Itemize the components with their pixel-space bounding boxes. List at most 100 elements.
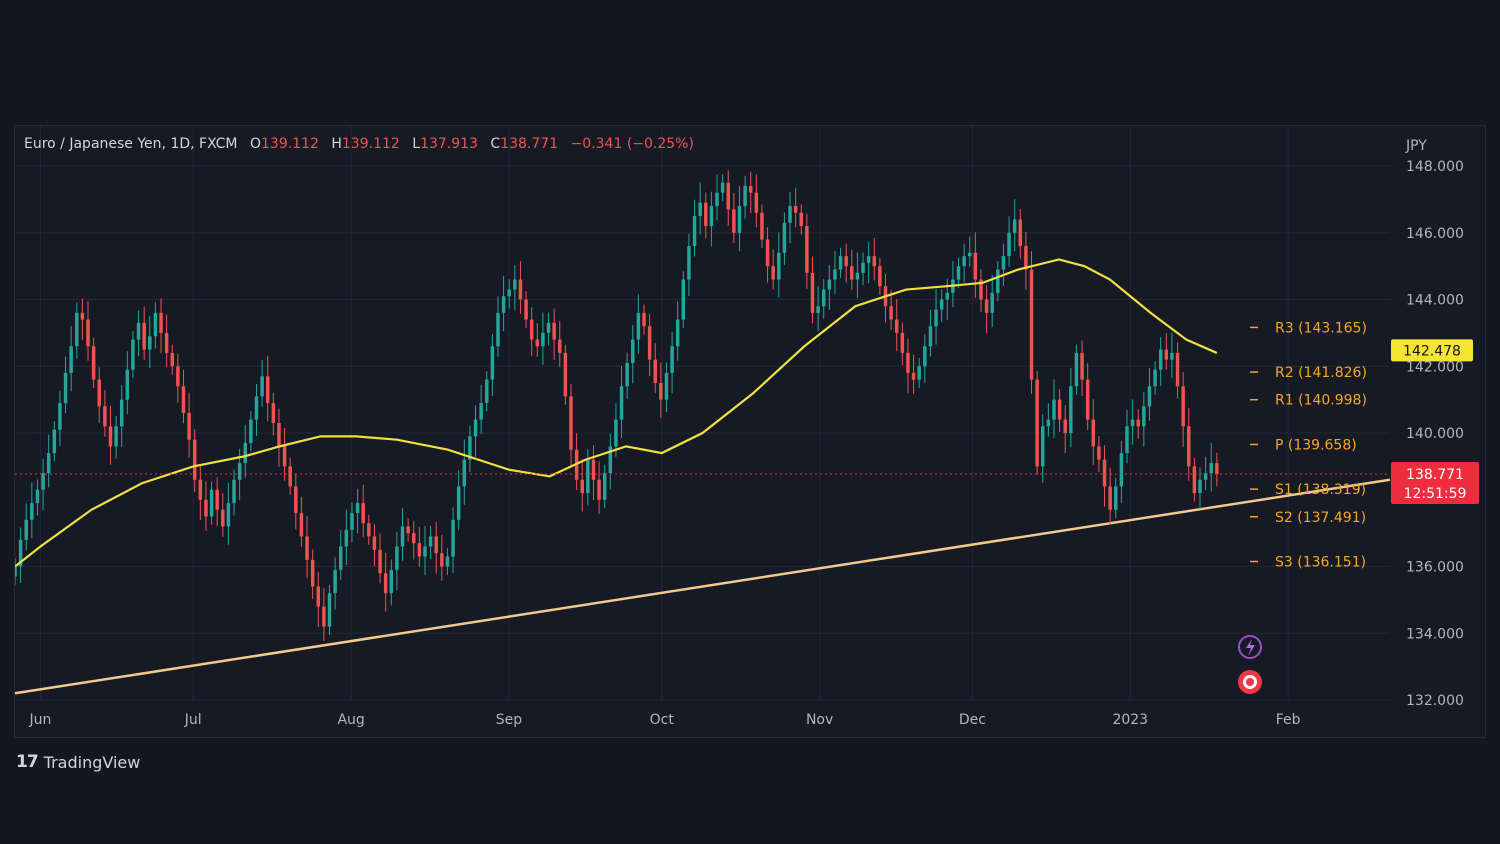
candle bbox=[855, 252, 860, 298]
tradingview-brand[interactable]: 17 TradingView bbox=[16, 752, 140, 772]
candle-body bbox=[119, 399, 124, 427]
candle-body bbox=[872, 256, 877, 267]
candle bbox=[288, 458, 292, 495]
candle bbox=[945, 278, 950, 320]
candle-body bbox=[142, 322, 146, 350]
candle bbox=[395, 532, 399, 591]
candle-body bbox=[973, 252, 978, 280]
pivot-label: R3 (143.165) bbox=[1275, 320, 1367, 336]
candle-body bbox=[586, 459, 590, 494]
candle bbox=[788, 191, 792, 244]
candle-body bbox=[507, 289, 511, 297]
candle-body bbox=[176, 366, 180, 387]
candle-body bbox=[125, 369, 130, 400]
candle-body bbox=[591, 459, 596, 480]
close-value: 138.771 bbox=[500, 136, 559, 152]
candle-body bbox=[282, 446, 287, 467]
candle-body bbox=[1215, 463, 1219, 475]
candle-body bbox=[164, 332, 169, 353]
candle-body bbox=[299, 513, 304, 537]
candle bbox=[389, 559, 394, 606]
candle-body bbox=[541, 332, 545, 347]
candle bbox=[164, 314, 169, 368]
candle bbox=[355, 488, 360, 534]
candle bbox=[440, 534, 444, 581]
candle-body bbox=[479, 402, 483, 420]
candle-body bbox=[805, 226, 809, 273]
candle bbox=[181, 369, 186, 424]
candle bbox=[294, 474, 298, 530]
candle-body bbox=[1097, 446, 1101, 460]
open-label: O bbox=[249, 136, 261, 152]
candle-body bbox=[704, 202, 708, 227]
candle bbox=[968, 236, 972, 267]
alert-icon[interactable] bbox=[1238, 635, 1262, 659]
candle bbox=[254, 383, 259, 437]
candle bbox=[558, 321, 562, 368]
candle bbox=[625, 352, 629, 399]
candle-body bbox=[1187, 426, 1191, 467]
low-label: L bbox=[412, 136, 421, 152]
candle bbox=[524, 291, 528, 328]
candle bbox=[46, 434, 51, 488]
candle-body bbox=[850, 266, 854, 280]
candle bbox=[664, 362, 669, 412]
candle-body bbox=[344, 529, 349, 547]
candle-body bbox=[75, 312, 79, 347]
candle bbox=[41, 458, 45, 511]
candle bbox=[333, 557, 337, 610]
candle bbox=[934, 289, 938, 345]
candle bbox=[1080, 340, 1084, 396]
candle-body bbox=[485, 379, 489, 403]
symbol-name[interactable]: Euro / Japanese Yen, 1D, FXCM bbox=[24, 136, 238, 152]
candle bbox=[810, 256, 815, 324]
candle bbox=[911, 354, 916, 394]
candle bbox=[1052, 379, 1056, 439]
candle-body bbox=[52, 429, 57, 454]
candle-body bbox=[917, 366, 921, 380]
candle bbox=[226, 482, 231, 545]
close-label: C bbox=[490, 136, 501, 152]
candle bbox=[833, 251, 837, 294]
candle bbox=[687, 233, 691, 296]
candle bbox=[720, 174, 725, 202]
candle bbox=[709, 191, 714, 247]
pivot-label: S2 (137.491) bbox=[1275, 510, 1366, 526]
candle-body bbox=[58, 402, 62, 430]
candle-body bbox=[445, 556, 450, 567]
candle bbox=[1170, 332, 1174, 378]
candle-body bbox=[114, 426, 118, 447]
candle-body bbox=[131, 339, 135, 370]
candle-body bbox=[181, 386, 186, 413]
candle bbox=[1175, 342, 1180, 399]
candle bbox=[777, 232, 781, 298]
candle bbox=[737, 185, 742, 252]
candle-body bbox=[833, 269, 837, 280]
candle bbox=[1125, 409, 1129, 464]
candle-body bbox=[383, 573, 388, 594]
candle-body bbox=[737, 206, 742, 233]
candle bbox=[1142, 391, 1146, 447]
candle bbox=[1057, 389, 1062, 433]
candle-body bbox=[243, 443, 248, 464]
candle-body bbox=[743, 186, 747, 207]
candle-body bbox=[456, 486, 461, 520]
chart-frame[interactable] bbox=[14, 125, 1486, 738]
candle-body bbox=[664, 372, 669, 400]
candle bbox=[866, 241, 871, 284]
candle bbox=[844, 243, 848, 283]
candle bbox=[423, 526, 427, 575]
candle bbox=[670, 331, 674, 394]
candle-body bbox=[1024, 246, 1028, 270]
candle bbox=[580, 459, 584, 512]
record-icon[interactable] bbox=[1238, 670, 1262, 694]
candle bbox=[636, 294, 641, 354]
candle bbox=[614, 403, 618, 457]
candle bbox=[698, 182, 702, 235]
candle-body bbox=[260, 376, 264, 397]
candle-body bbox=[372, 536, 377, 550]
candle-body bbox=[170, 352, 174, 367]
candle bbox=[1035, 371, 1039, 475]
candle-body bbox=[771, 266, 775, 280]
